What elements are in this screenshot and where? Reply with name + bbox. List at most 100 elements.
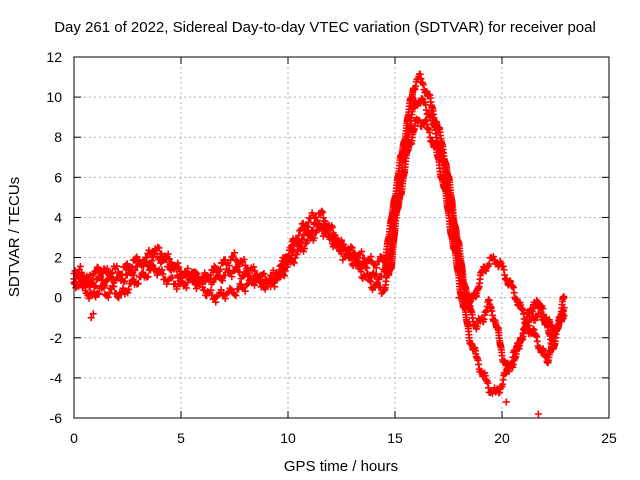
data-point bbox=[517, 336, 525, 344]
data-point bbox=[367, 278, 375, 286]
data-point bbox=[236, 280, 244, 288]
x-axis-label: GPS time / hours bbox=[284, 458, 398, 475]
data-point bbox=[221, 271, 229, 279]
plot-frame bbox=[73, 56, 610, 419]
data-point bbox=[539, 305, 547, 313]
data-point bbox=[489, 253, 497, 261]
data-point bbox=[343, 247, 351, 255]
data-point bbox=[324, 227, 332, 235]
data-point bbox=[76, 262, 84, 270]
data-point bbox=[71, 278, 79, 286]
data-point bbox=[240, 255, 248, 263]
data-point bbox=[241, 287, 249, 295]
data-point bbox=[138, 269, 146, 277]
data-point bbox=[157, 250, 165, 258]
data-point bbox=[310, 234, 318, 242]
data-point bbox=[165, 255, 173, 263]
data-point bbox=[87, 314, 95, 322]
series-track-3 bbox=[70, 95, 568, 340]
y-tick-label: -2 bbox=[50, 330, 63, 346]
x-tick-label: 0 bbox=[70, 430, 78, 446]
data-point bbox=[482, 267, 490, 275]
data-point bbox=[350, 249, 358, 257]
data-point bbox=[175, 263, 183, 271]
data-point bbox=[174, 259, 182, 267]
data-point bbox=[86, 271, 94, 279]
data-point bbox=[560, 294, 568, 302]
data-point bbox=[122, 261, 130, 269]
data-point bbox=[123, 260, 131, 268]
data-point bbox=[267, 283, 275, 291]
data-point bbox=[185, 270, 193, 278]
chart-title: Day 261 of 2022, Sidereal Day-to-day VTE… bbox=[54, 19, 596, 36]
data-point bbox=[233, 263, 241, 271]
data-point bbox=[140, 262, 148, 270]
data-point bbox=[207, 286, 215, 294]
data-point bbox=[518, 335, 526, 343]
data-point bbox=[305, 232, 313, 240]
data-point bbox=[217, 286, 225, 294]
data-point bbox=[163, 280, 171, 288]
data-point bbox=[417, 75, 425, 83]
data-point bbox=[268, 278, 276, 286]
data-point bbox=[372, 270, 380, 278]
data-point bbox=[159, 270, 167, 278]
data-point bbox=[290, 245, 298, 253]
data-point bbox=[529, 325, 537, 333]
data-point bbox=[116, 270, 124, 278]
data-point bbox=[113, 262, 121, 270]
data-point bbox=[148, 262, 156, 270]
x-tick-label: 25 bbox=[601, 430, 617, 446]
data-point bbox=[243, 281, 251, 289]
y-tick-label: 8 bbox=[54, 129, 62, 145]
data-point bbox=[367, 253, 375, 261]
data-point bbox=[213, 269, 221, 277]
data-point bbox=[473, 323, 481, 331]
data-point bbox=[216, 272, 224, 280]
y-tick-label: 10 bbox=[46, 89, 62, 105]
data-point bbox=[232, 292, 240, 300]
data-point bbox=[287, 251, 295, 259]
data-point bbox=[123, 271, 131, 279]
data-point bbox=[131, 266, 139, 274]
y-axis-label: SDTVAR / TECUs bbox=[6, 177, 23, 297]
data-point bbox=[293, 250, 301, 258]
data-point bbox=[323, 226, 331, 234]
data-point bbox=[228, 273, 236, 281]
data-point bbox=[416, 70, 424, 78]
data-point bbox=[231, 249, 238, 257]
data-point bbox=[318, 207, 326, 215]
data-point bbox=[328, 223, 336, 231]
data-point bbox=[196, 276, 204, 284]
data-point bbox=[128, 276, 136, 284]
data-point bbox=[372, 264, 380, 272]
data-point bbox=[319, 214, 327, 222]
data-point bbox=[496, 388, 504, 396]
data-point bbox=[228, 253, 236, 261]
data-point bbox=[173, 285, 181, 293]
data-point bbox=[348, 244, 356, 252]
data-point bbox=[198, 283, 206, 291]
data-point bbox=[90, 283, 98, 291]
data-point bbox=[354, 257, 362, 265]
data-point bbox=[95, 289, 103, 297]
data-point bbox=[144, 273, 152, 281]
x-tick-label: 5 bbox=[177, 430, 185, 446]
data-point bbox=[301, 245, 309, 253]
data-point bbox=[419, 81, 427, 89]
data-point bbox=[334, 238, 342, 246]
data-point bbox=[261, 285, 269, 293]
data-point bbox=[221, 295, 229, 303]
y-tick-label: 0 bbox=[54, 290, 62, 306]
data-point bbox=[363, 264, 371, 272]
data-point bbox=[125, 285, 133, 293]
data-point bbox=[141, 258, 149, 266]
data-point bbox=[502, 398, 510, 406]
data-point bbox=[87, 277, 95, 285]
x-tick-label: 10 bbox=[280, 430, 296, 446]
data-point bbox=[210, 275, 218, 283]
data-point bbox=[130, 271, 138, 279]
data-point bbox=[236, 268, 244, 276]
data-point bbox=[182, 284, 190, 292]
